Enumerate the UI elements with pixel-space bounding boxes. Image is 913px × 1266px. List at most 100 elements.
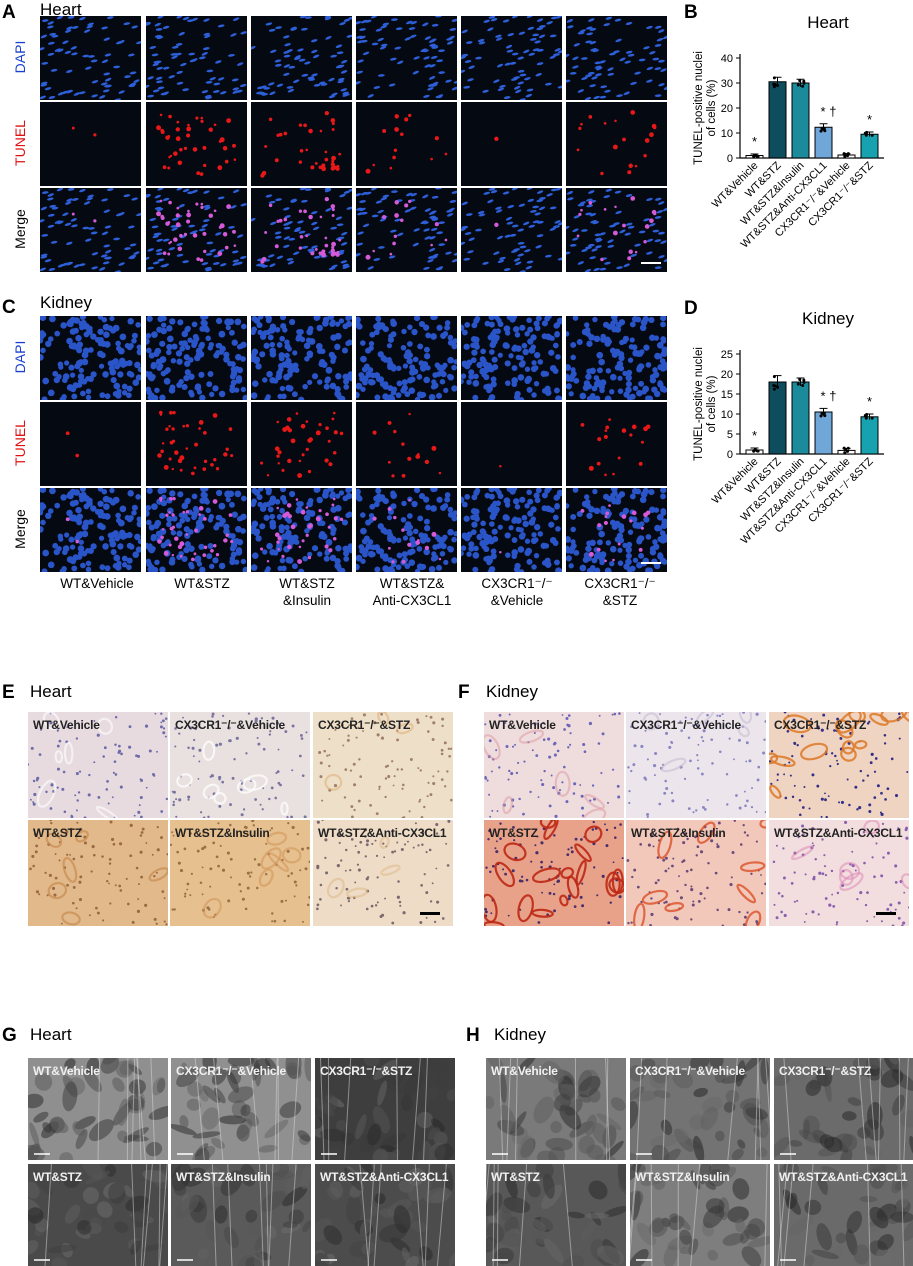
kidney-tunel-image <box>40 402 141 486</box>
y-tick-label: 40 <box>721 53 733 65</box>
group-tag: WT&STZ <box>33 1170 82 1184</box>
heart-dapi-image <box>251 16 352 100</box>
group-tag: WT&STZ <box>33 826 82 840</box>
panel-title-g: Heart <box>30 1025 72 1045</box>
group-tag: WT&STZ <box>489 826 538 840</box>
heart-tunel-image <box>146 102 247 186</box>
kidney-merge-image <box>566 488 667 572</box>
data-point <box>773 375 776 378</box>
panel-label-h: H <box>466 1025 480 1047</box>
group-tag: WT&STZ&Anti-CX3CL1 <box>779 1170 907 1184</box>
kidney-dapi-image <box>40 316 141 400</box>
ihc-image: WT&STZ&Anti-CX3CL1 <box>313 820 453 926</box>
group-tag: WT&STZ <box>491 1170 540 1184</box>
kidney-dapi-image <box>461 316 562 400</box>
bar <box>769 382 786 454</box>
group-tag: CX3CR1⁻/⁻&Vehicle <box>635 1064 745 1078</box>
panel-title-c: Kidney <box>40 293 92 313</box>
tem-image: WT&STZ <box>28 1164 168 1266</box>
data-point <box>752 450 755 453</box>
data-point <box>801 85 804 88</box>
panel-label-f: F <box>458 682 470 704</box>
significance-marker: * <box>752 134 757 149</box>
significance-marker: * † <box>821 388 837 403</box>
group-tag: CX3CR1⁻/⁻&STZ <box>779 1064 871 1078</box>
y-axis-label: TUNEL-positive nucleiof cells (%) <box>693 51 718 165</box>
kidney-tunel-image <box>566 402 667 486</box>
panel-label-g: G <box>2 1025 17 1047</box>
tem-image: CX3CR1⁻/⁻&STZ <box>774 1058 913 1160</box>
group-tag: WT&STZ&Anti-CX3CL1 <box>320 1170 448 1184</box>
tem-image: WT&STZ <box>486 1164 626 1266</box>
data-point <box>847 152 850 155</box>
group-tag: CX3CR1⁻/⁻&STZ <box>774 718 866 732</box>
data-point <box>776 386 779 389</box>
y-axis-label-line2: of cells (%) <box>706 375 718 432</box>
group-tag: WT&Vehicle <box>33 718 100 732</box>
merge-row-label: Merge <box>12 487 28 571</box>
group-tag: WT&Vehicle <box>33 1064 100 1078</box>
tem-image: CX3CR1⁻/⁻&STZ <box>315 1058 455 1160</box>
ihc-image: WT&STZ&Anti-CX3CL1 <box>769 820 909 926</box>
data-point <box>865 417 868 420</box>
kidney-merge-image <box>356 488 457 572</box>
kidney-dapi-image <box>251 316 352 400</box>
significance-marker: * † <box>821 104 837 119</box>
bar <box>861 417 878 454</box>
significance-marker: * <box>867 112 872 127</box>
ihc-image: CX3CR1⁻/⁻&Vehicle <box>626 712 766 818</box>
tem-image: CX3CR1⁻/⁻&Vehicle <box>171 1058 311 1160</box>
data-point <box>803 82 806 85</box>
heart-tunel-image <box>461 102 562 186</box>
group-tag: WT&STZ&Anti-CX3CL1 <box>318 826 446 840</box>
kidney-merge-image <box>461 488 562 572</box>
panel-label-e: E <box>2 682 15 704</box>
data-point <box>823 129 826 132</box>
kidney-dapi-image <box>146 316 247 400</box>
group-label-2: WT&STZ <box>143 575 261 592</box>
data-point <box>797 83 800 86</box>
group-tag: WT&Vehicle <box>489 718 556 732</box>
kidney-tunel-image <box>251 402 352 486</box>
dapi-row-label: DAPI <box>12 315 28 399</box>
data-point <box>819 130 822 133</box>
data-point <box>798 378 801 381</box>
group-tag: WT&STZ&Insulin <box>175 826 270 840</box>
data-point <box>843 451 846 454</box>
y-tick-label: 0 <box>727 153 733 165</box>
data-point <box>798 79 801 82</box>
scale-bar <box>641 262 661 264</box>
y-axis-label-line1: TUNEL-positive nuclei <box>693 51 705 165</box>
kidney-tunel-image <box>146 402 247 486</box>
kidney-tunel-image <box>356 402 457 486</box>
bar <box>769 82 786 158</box>
heart-tunel-image <box>356 102 457 186</box>
heart-merge-image <box>40 188 141 272</box>
y-tick-label: 10 <box>721 128 733 140</box>
bar <box>792 382 809 454</box>
group-tag: WT&STZ&Anti-CX3CL1 <box>774 826 902 840</box>
bar <box>815 412 832 454</box>
data-point <box>776 84 779 87</box>
group-label-1: WT&Vehicle <box>38 575 156 592</box>
data-point <box>844 153 847 156</box>
group-label-6: CX3CR1⁻/⁻&STZ <box>561 575 679 609</box>
data-point <box>847 447 850 450</box>
kidney-tunel-image <box>461 402 562 486</box>
bar <box>815 127 832 158</box>
group-tag: CX3CR1⁻/⁻&Vehicle <box>631 718 741 732</box>
bar <box>861 134 878 158</box>
data-point <box>773 85 776 88</box>
heart-dapi-image <box>461 16 562 100</box>
significance-marker: * <box>752 428 757 443</box>
panel-title-h: Kidney <box>494 1025 546 1045</box>
y-axis-label: TUNEL-positive nucleiof cells (%) <box>693 347 718 461</box>
data-point <box>823 414 826 417</box>
ihc-image: WT&STZ <box>28 820 168 926</box>
heart-merge-image <box>146 188 247 272</box>
data-point <box>871 134 874 137</box>
heart-tunel-image <box>40 102 141 186</box>
dapi-row-label: DAPI <box>12 15 28 99</box>
tem-image: WT&STZ&Anti-CX3CL1 <box>315 1164 455 1266</box>
